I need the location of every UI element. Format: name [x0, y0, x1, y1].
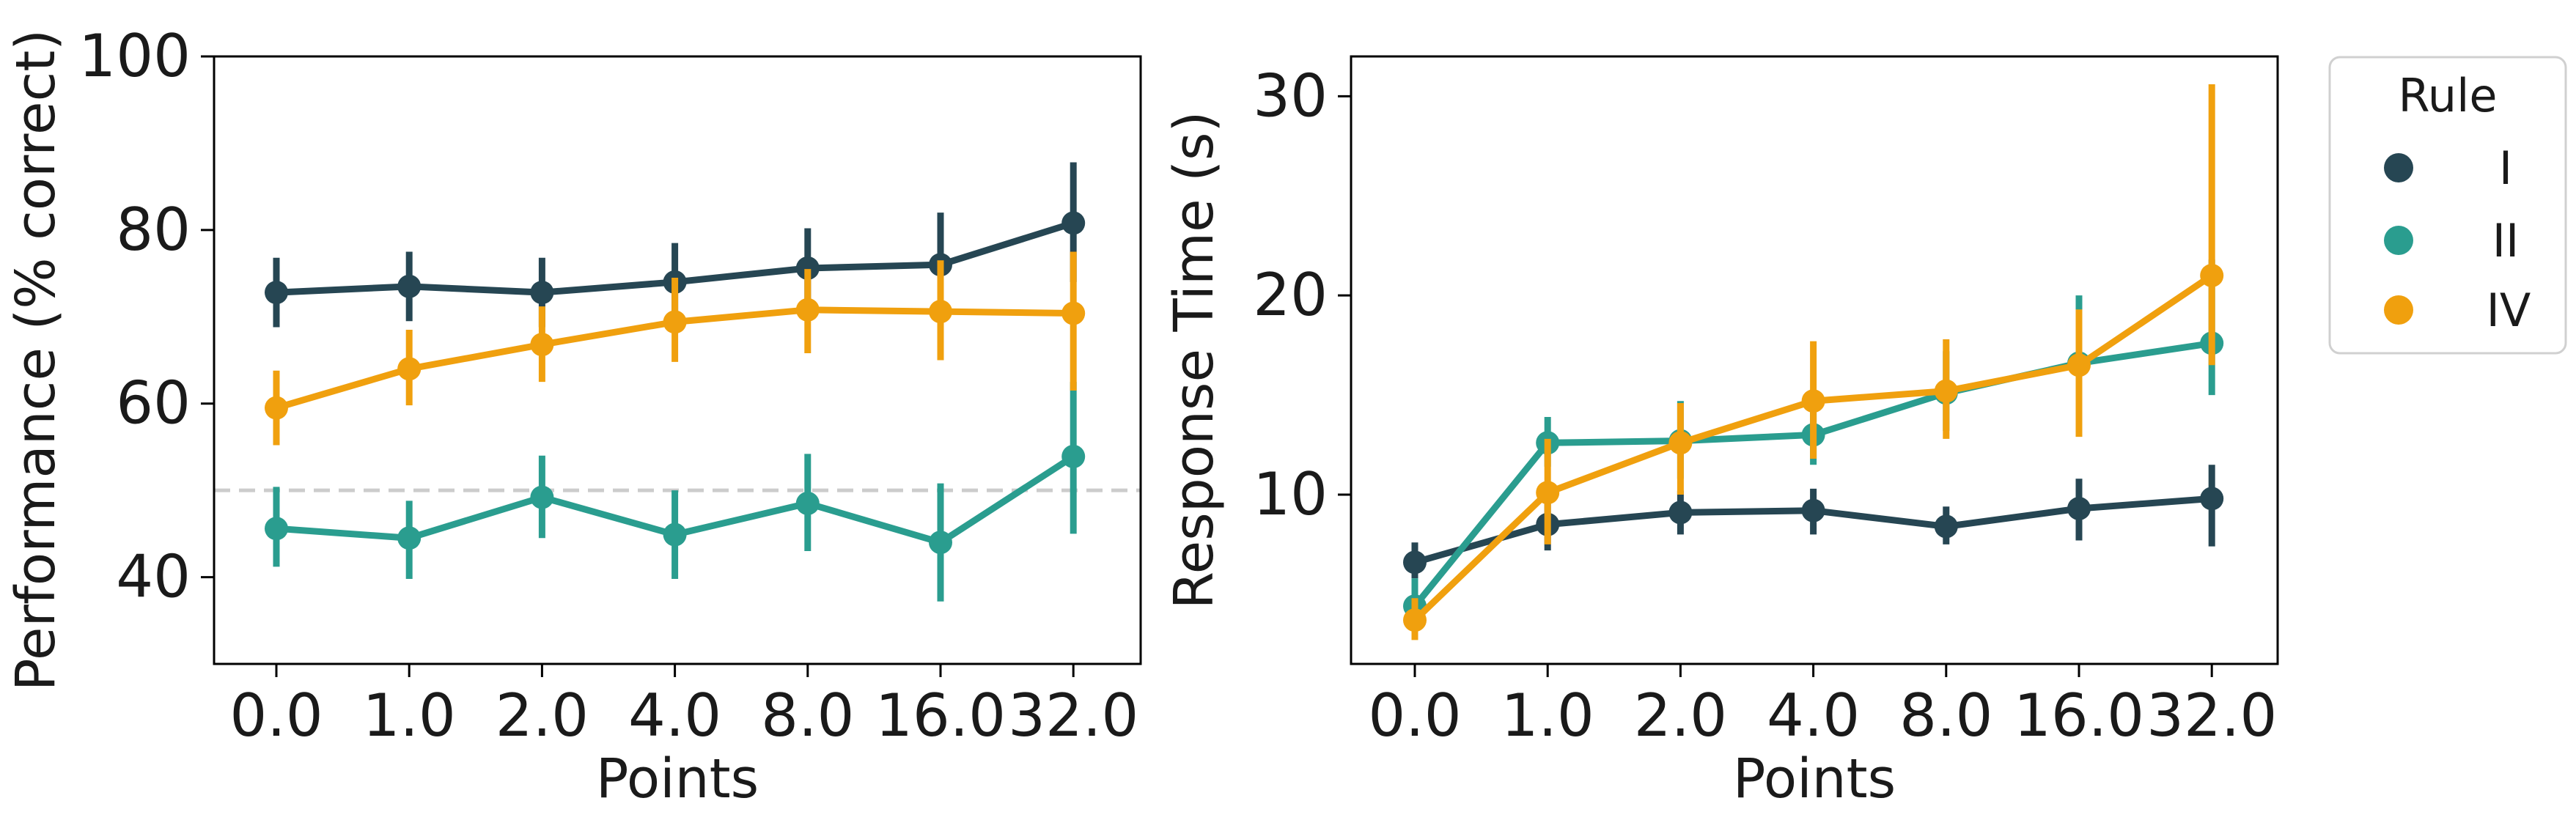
- plot-frame: [213, 55, 1142, 665]
- x-tick-label: 16.0: [2014, 682, 2144, 750]
- data-point-iv: [265, 396, 288, 420]
- data-point-iv: [2200, 263, 2224, 287]
- data-point-iv: [1668, 431, 1693, 455]
- data-point-i: [2067, 496, 2091, 520]
- x-tick-label: 1.0: [1501, 682, 1594, 750]
- data-point-i: [795, 256, 820, 280]
- x-tick-label: 8.0: [1899, 682, 1992, 750]
- x-tick-label: 2.0: [1634, 682, 1727, 750]
- data-point-i: [530, 281, 554, 305]
- data-point-iv: [663, 310, 687, 334]
- data-point-i: [1403, 550, 1427, 575]
- data-point-i: [265, 281, 288, 305]
- data-point-iv: [1801, 389, 1825, 413]
- legend: Rule I II IV: [2328, 56, 2567, 355]
- y-tick-label: 10: [1253, 460, 1328, 528]
- data-point-iv: [1403, 608, 1427, 632]
- data-point-ii: [1061, 444, 1086, 468]
- data-point-iv: [397, 357, 422, 381]
- y-tick-label: 100: [78, 22, 191, 90]
- data-point-i: [397, 274, 422, 298]
- legend-frame: [2328, 56, 2567, 355]
- x-axis-label: Points: [596, 747, 759, 810]
- y-tick-label: 40: [116, 543, 191, 611]
- x-axis-label: Points: [1733, 747, 1896, 810]
- x-tick-label: 4.0: [628, 682, 721, 750]
- data-point-iv: [1061, 301, 1086, 325]
- x-tick-label: 32.0: [1008, 682, 1138, 750]
- data-point-i: [1801, 498, 1825, 522]
- data-point-iv: [1536, 481, 1560, 505]
- data-point-ii: [929, 531, 952, 555]
- legend-label-ii: II: [2492, 214, 2520, 267]
- y-tick-label: 20: [1253, 261, 1328, 329]
- y-tick-label: 60: [116, 369, 191, 437]
- x-tick-label: 2.0: [496, 682, 589, 750]
- legend-title: Rule: [2399, 69, 2498, 122]
- x-tick-label: 1.0: [363, 682, 456, 750]
- y-tick-label: 80: [116, 196, 191, 264]
- data-point-ii: [530, 485, 554, 509]
- data-point-i: [1668, 501, 1693, 525]
- legend-marker-iv: [2384, 295, 2413, 325]
- data-point-iv: [2067, 353, 2091, 377]
- y-axis-label: Performance (% correct): [4, 29, 67, 691]
- data-point-ii: [663, 522, 687, 547]
- legend-label-iv: IV: [2487, 284, 2531, 337]
- data-point-i: [2200, 487, 2224, 511]
- data-point-i: [1934, 514, 1958, 539]
- data-point-iv: [795, 298, 820, 322]
- x-tick-label: 4.0: [1767, 682, 1860, 750]
- x-tick-label: 0.0: [1368, 682, 1461, 750]
- data-point-ii: [397, 526, 422, 550]
- y-tick-label: 30: [1253, 62, 1328, 130]
- x-tick-label: 16.0: [875, 682, 1006, 750]
- x-tick-label: 8.0: [761, 682, 854, 750]
- legend-marker-i: [2384, 153, 2413, 182]
- data-point-ii: [265, 517, 288, 541]
- data-point-iv: [929, 300, 952, 324]
- data-point-i: [1061, 211, 1086, 235]
- performance-chart: 40 60 80 100 0.0 1.0 2.0 4.0 8.0 16.0 32.0 Points Pe…: [4, 22, 1142, 810]
- x-tick-label: 32.0: [2146, 682, 2277, 750]
- response-time-chart: 10 20 30 0.0 1.0 2.0 4.0 8.0 16.0 32.0 Points Respo…: [1163, 55, 2279, 810]
- x-tick-label: 0.0: [229, 682, 323, 750]
- plot-frame: [1350, 55, 2279, 665]
- y-axis-label: Response Time (s): [1163, 111, 1226, 610]
- data-point-ii: [795, 491, 820, 515]
- data-point-iv: [1934, 379, 1958, 403]
- legend-marker-ii: [2384, 226, 2413, 255]
- data-point-iv: [530, 333, 554, 357]
- legend-label-i: I: [2499, 141, 2512, 195]
